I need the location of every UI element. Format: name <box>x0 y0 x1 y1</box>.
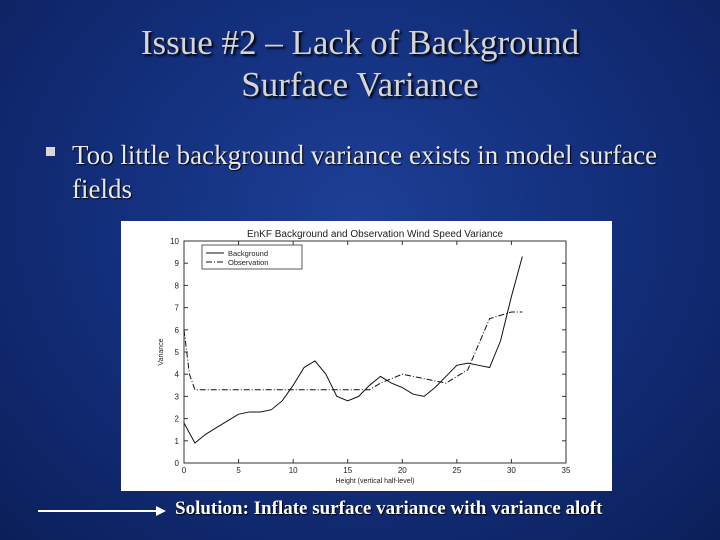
square-bullet-icon <box>46 147 55 156</box>
y-tick-label: 6 <box>175 326 180 335</box>
bullet-text: Too little background variance exists in… <box>72 140 658 204</box>
series-line-background <box>183 256 523 444</box>
title-line-2: Surface Variance <box>241 65 479 104</box>
x-tick-label: 20 <box>398 466 407 475</box>
y-tick-label: 7 <box>175 304 180 313</box>
y-tick-label: 4 <box>175 370 180 379</box>
y-tick-label: 9 <box>175 259 180 268</box>
x-tick-label: 15 <box>343 466 352 475</box>
legend-box <box>201 244 303 270</box>
y-tick-label: 2 <box>175 415 180 424</box>
legend-label: Observation <box>228 258 268 267</box>
chart-title: EnKF Background and Observation Wind Spe… <box>247 229 504 240</box>
x-tick-label: 35 <box>562 466 571 475</box>
solution-text: Solution: Inflate surface variance with … <box>175 498 603 519</box>
x-tick-label: 0 <box>182 466 187 475</box>
y-tick-label: 1 <box>175 437 180 446</box>
y-axis-label: Variance <box>158 338 165 365</box>
x-tick-label: 25 <box>452 466 461 475</box>
slide-title: Issue #2 – Lack of Background Surface Va… <box>0 22 720 106</box>
y-tick-label: 5 <box>175 348 180 357</box>
y-tick-label: 8 <box>175 281 180 290</box>
y-tick-label: 3 <box>175 392 180 401</box>
x-tick-label: 30 <box>507 466 516 475</box>
series-line-observation <box>183 311 523 391</box>
legend-label: Background <box>228 249 268 258</box>
right-arrow-icon <box>38 506 166 516</box>
plot-frame <box>183 240 567 464</box>
chart-svg: 0 5 10 15 20 25 30 35 0 1 2 3 4 5 6 7 8 9 10 EnKF Backgroun… <box>158 229 571 485</box>
x-tick-label: 5 <box>236 466 241 475</box>
y-tick-label: 0 <box>175 459 180 468</box>
x-tick-label: 10 <box>289 466 298 475</box>
chart-figure: 0 5 10 15 20 25 30 35 0 1 2 3 4 5 6 7 8 9 10 EnKF Backgroun… <box>121 221 612 491</box>
y-tick-label: 10 <box>170 237 179 246</box>
title-line-1: Issue #2 – Lack of Background <box>140 23 580 62</box>
x-axis-label: Height (vertical half-level) <box>336 478 415 485</box>
